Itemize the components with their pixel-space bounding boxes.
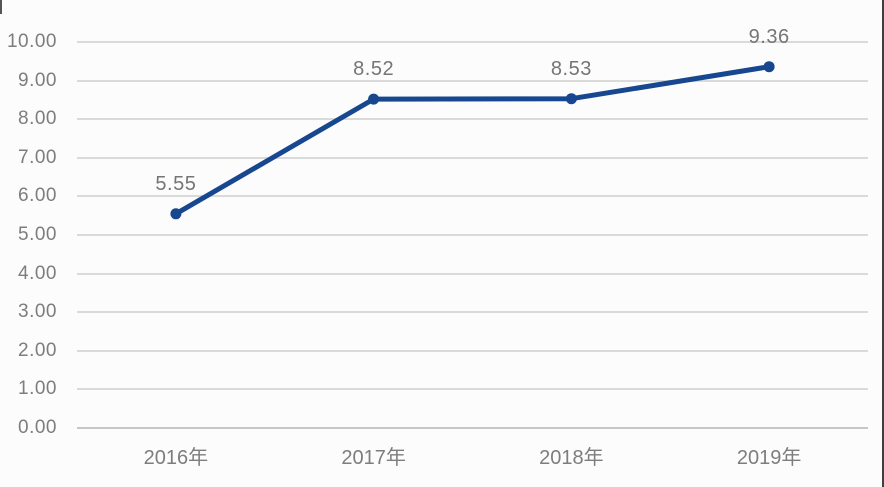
- y-axis-tick-label: 9.00: [18, 69, 57, 91]
- gridline: [77, 349, 868, 352]
- gridline: [77, 388, 868, 391]
- x-axis-tick-label: 2016年: [143, 447, 209, 469]
- gridline: [77, 41, 868, 43]
- gridline: [77, 311, 868, 314]
- data-point-label: 8.53: [550, 57, 592, 80]
- y-axis-tick-label: 5.00: [18, 224, 57, 245]
- gridline: [77, 234, 868, 236]
- data-point-marker: [763, 61, 775, 73]
- gridline: [77, 427, 868, 429]
- data-point-marker: [565, 93, 577, 105]
- series-line: [173, 64, 772, 217]
- y-axis-tick-label: 1.00: [18, 378, 57, 400]
- data-point-marker: [368, 93, 380, 105]
- y-axis-tick-label: 0.00: [18, 417, 57, 438]
- data-point-label: 8.52: [353, 58, 395, 81]
- y-axis-tick-label: 2.00: [18, 339, 57, 361]
- screenshot-corner-artifact: [0, 0, 2, 14]
- data-point-label: 5.55: [155, 172, 197, 195]
- y-axis-tick-label: 6.00: [18, 185, 57, 207]
- y-axis-tick-label: 3.00: [18, 301, 57, 323]
- gridline: [77, 272, 868, 275]
- data-point-marker: [170, 208, 182, 220]
- y-axis-tick-label: 7.00: [18, 146, 57, 168]
- x-axis-tick-label: 2018年: [539, 447, 604, 469]
- x-axis-tick-label: 2019年: [736, 447, 802, 469]
- y-axis-tick-label: 4.00: [18, 262, 57, 284]
- screenshot-right-edge: [882, 0, 884, 487]
- gridline: [77, 79, 868, 82]
- data-point-label: 9.36: [748, 25, 790, 48]
- y-axis-tick-label: 8.00: [18, 108, 57, 130]
- gridline: [77, 118, 868, 121]
- gridline: [77, 195, 868, 198]
- x-axis-tick-label: 2017年: [341, 447, 406, 469]
- gridline: [77, 156, 868, 159]
- y-axis-tick-label: 10.00: [6, 31, 57, 52]
